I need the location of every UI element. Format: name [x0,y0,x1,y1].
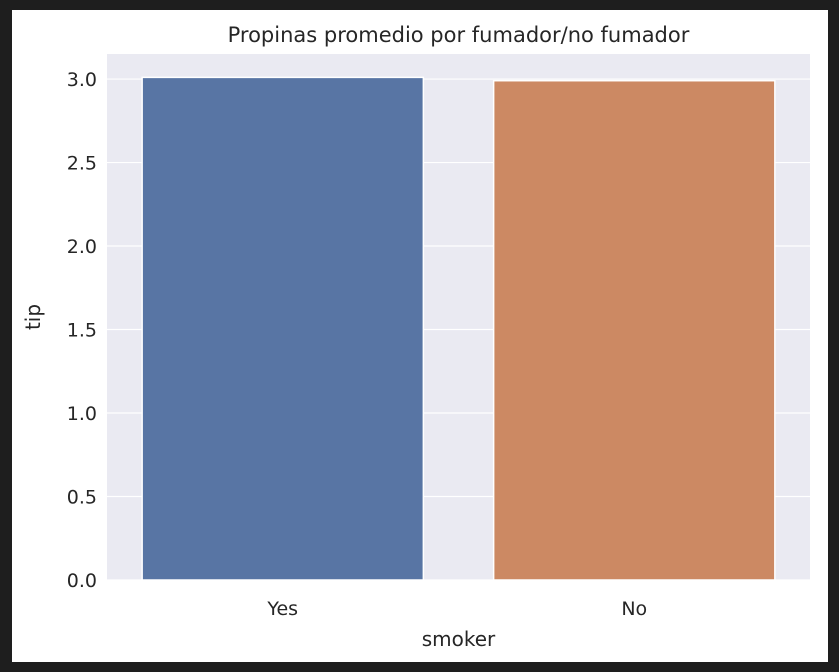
bar-no [492,79,776,581]
y-tick-label: 3.0 [67,69,97,91]
y-tick-label: 1.0 [67,403,97,425]
y-tick-label: 2.5 [67,153,97,175]
chart-title: Propinas promedio por fumador/no fumador [228,23,690,47]
y-axis-label: tip [21,304,45,330]
bars [141,76,776,581]
bar-yes [141,76,425,581]
chart-figure: 0.0 0.5 1.0 1.5 2.0 2.5 3.0 Yes No Propinas pro… [12,10,828,662]
x-tick-labels: Yes No [266,598,647,620]
y-tick-label: 1.5 [67,320,97,342]
bar-chart: 0.0 0.5 1.0 1.5 2.0 2.5 3.0 Yes No Propinas pro… [21,23,810,651]
y-tick-labels: 0.0 0.5 1.0 1.5 2.0 2.5 3.0 [67,69,97,592]
y-tick-label: 0.5 [67,487,97,509]
y-tick-label: 0.0 [67,570,97,592]
x-tick-label: Yes [266,598,298,620]
y-tick-label: 2.0 [67,236,97,258]
x-tick-label: No [621,598,647,620]
x-axis-label: smoker [422,627,496,651]
